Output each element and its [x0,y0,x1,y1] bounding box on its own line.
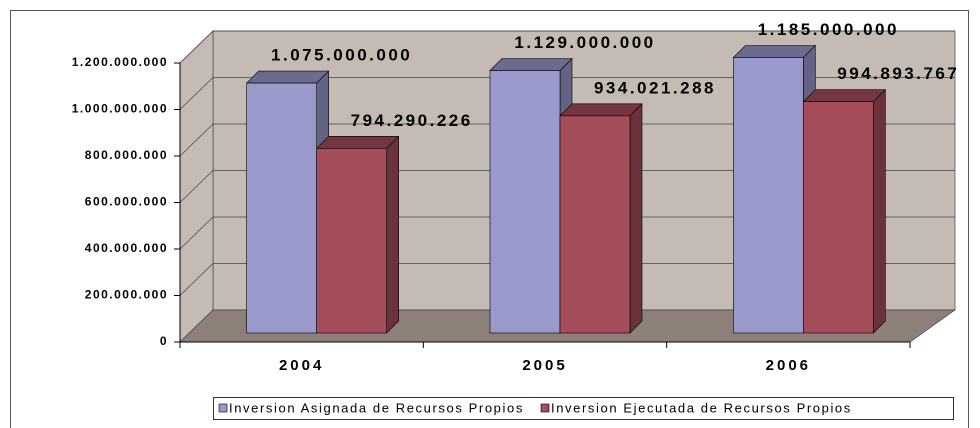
bar-side [629,103,643,334]
y-tick-label: 1.200.000.000 [72,55,168,69]
bar [802,88,887,334]
value-label: 1.075.000.000 [271,46,412,65]
bar-front [489,70,561,334]
y-tick-label: 0 [160,334,168,348]
legend-label: Inversion Ejecutada de Recursos Propios [551,400,852,415]
frame [10,10,969,428]
y-tick-label: 600.000.000 [85,195,168,209]
bar [559,103,643,334]
y-tick-label: 800.000.000 [85,148,168,162]
bar-top [559,103,643,117]
value-label: 934.021.288 [594,78,716,97]
legend-swatch [218,403,228,413]
bar-top [489,58,573,71]
grid-line [179,30,955,64]
bar-front [246,82,317,334]
bar-top [315,136,400,149]
bar [315,135,400,334]
bar-top [802,89,887,102]
grid-line [179,170,955,203]
value-label: 794.290.226 [351,111,473,130]
x-tick-label: 2004 [279,357,324,374]
y-tick-label: 400.000.000 [85,241,168,255]
bar-front [803,101,874,334]
grid-line [179,77,955,110]
bar-front [733,57,804,334]
bar-top [732,45,817,58]
bar-side [386,135,399,334]
bar-top [245,70,330,84]
value-label: 1.129.000.000 [514,33,655,52]
grid-line [179,123,955,157]
y-tick-label: 1.000.000.000 [72,102,168,116]
legend-swatch [540,403,550,413]
value-label: 994.893.767 [837,64,959,83]
y-tick-label: 200.000.000 [85,288,168,302]
value-label: 1.185.000.000 [758,20,899,39]
legend-label: Inversion Asignada de Recursos Propios [229,400,524,415]
x-tick-label: 2005 [522,357,567,374]
legend-box [213,397,954,420]
grid-line [179,263,955,296]
x-tick-label: 2006 [766,357,811,374]
grid-line [179,216,955,250]
bar-side [873,88,886,334]
bar-front [559,115,631,334]
bar-front [316,148,387,334]
